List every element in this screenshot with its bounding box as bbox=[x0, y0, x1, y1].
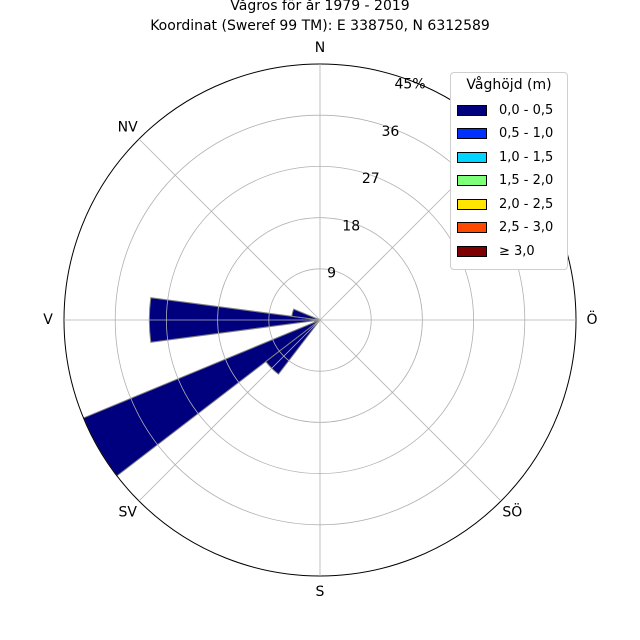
legend-label: 1,5 - 2,0 bbox=[499, 173, 554, 188]
legend-item: 0,5 - 1,0 bbox=[457, 124, 553, 144]
direction-label-sv: SV bbox=[118, 504, 137, 520]
direction-label-nv: NV bbox=[118, 120, 138, 136]
legend-swatch bbox=[457, 104, 487, 116]
legend-title: Våghöjd (m) bbox=[466, 77, 552, 93]
radial-tick-label: 9 bbox=[327, 266, 336, 282]
bar-sector bbox=[291, 308, 321, 321]
legend-item: 1,0 - 1,5 bbox=[457, 147, 553, 167]
legend-item: ≥ 3,0 bbox=[457, 241, 535, 261]
legend-swatch bbox=[457, 198, 487, 210]
legend-item: 2,0 - 2,5 bbox=[457, 194, 553, 214]
bar-sector bbox=[82, 319, 321, 477]
legend: Våghöjd (m) 0,0 - 0,5 0,5 - 1,0 1,0 - 1,5 1… bbox=[450, 72, 568, 270]
radial-tick-label: 36 bbox=[381, 124, 399, 140]
legend-label: 0,0 - 0,5 bbox=[499, 102, 554, 118]
legend-label: 0,5 - 1,0 bbox=[499, 126, 554, 141]
legend-label: 1,0 - 1,5 bbox=[499, 149, 554, 165]
legend-label: 2,0 - 2,5 bbox=[499, 196, 554, 212]
legend-swatch bbox=[457, 175, 487, 186]
direction-label-v: V bbox=[43, 312, 53, 328]
grid-spoke bbox=[319, 319, 502, 502]
direction-label-n: N bbox=[315, 40, 325, 56]
direction-label-o: Ö bbox=[586, 310, 597, 328]
legend-item: 0,0 - 0,5 bbox=[457, 100, 553, 120]
grid-spoke bbox=[138, 319, 321, 502]
legend-label: 2,5 - 3,0 bbox=[499, 220, 554, 235]
legend-item: 2,5 - 3,0 bbox=[457, 218, 553, 238]
legend-swatch bbox=[457, 128, 487, 139]
legend-swatch bbox=[457, 151, 487, 163]
legend-swatch bbox=[457, 245, 487, 257]
radial-tick-label: 27 bbox=[362, 171, 380, 187]
radial-tick-label: 45% bbox=[394, 77, 425, 93]
chart-subtitle: Koordinat (Sweref 99 TM): E 338750, N 63… bbox=[150, 18, 490, 34]
radial-tick-label: 18 bbox=[342, 218, 360, 234]
direction-label-s: S bbox=[316, 584, 325, 600]
legend-label: ≥ 3,0 bbox=[499, 243, 535, 259]
legend-swatch bbox=[457, 222, 487, 233]
direction-label-so: SÖ bbox=[502, 502, 522, 520]
chart-title: Vågros för år 1979 - 2019 bbox=[230, 0, 410, 14]
grid-spoke bbox=[138, 138, 321, 321]
legend-item: 1,5 - 2,0 bbox=[457, 171, 553, 191]
